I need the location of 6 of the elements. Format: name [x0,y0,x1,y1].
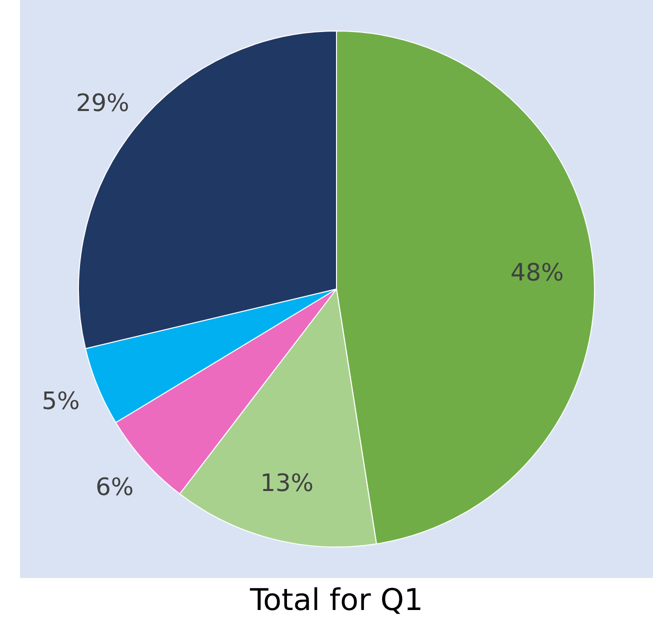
data-label: 29% [76,89,130,118]
text: Total for Q1 [248,583,424,618]
data-label: 6% [96,472,134,501]
data-label: 5% [42,386,80,415]
data-label: 48% [510,258,564,286]
data-label: 13% [260,469,314,498]
